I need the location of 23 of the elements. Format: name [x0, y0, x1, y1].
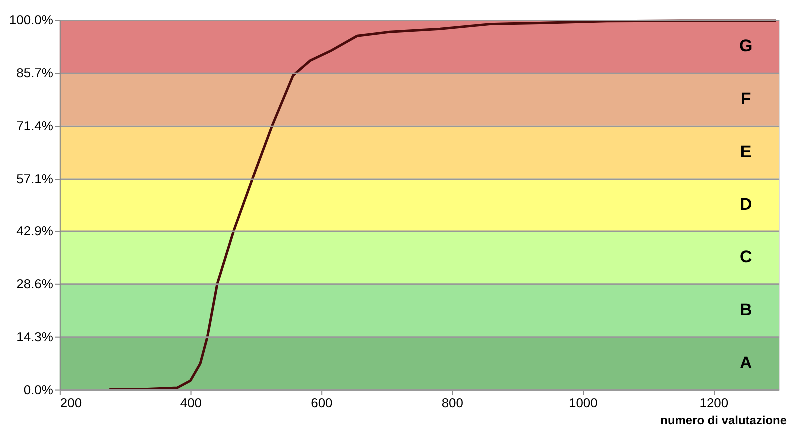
- x-tick-label: 1200: [700, 395, 729, 410]
- y-tick-label: 0.0%: [24, 382, 54, 398]
- y-tick-label: 100.0%: [9, 12, 54, 28]
- x-tick-label: 800: [442, 395, 464, 410]
- band-label: E: [740, 142, 752, 162]
- x-axis-title: numero di valutazione: [660, 414, 788, 428]
- band-label: A: [740, 353, 752, 372]
- y-tick-label: 71.4%: [16, 118, 54, 134]
- x-tick-label: 1000: [568, 395, 598, 410]
- band-label: D: [740, 195, 752, 214]
- band-label: C: [740, 248, 752, 267]
- x-tick-label: 400: [180, 395, 202, 410]
- x-tick-label: 600: [311, 395, 333, 410]
- y-tick-label: 28.6%: [16, 276, 54, 292]
- line-series: [108, 20, 778, 392]
- x-tick-label: 200: [60, 395, 82, 410]
- y-tick-label: 42.9%: [16, 224, 54, 239]
- band-label: G: [739, 36, 753, 56]
- band-label: F: [740, 90, 752, 109]
- y-tick-label: 85.7%: [16, 66, 54, 81]
- y-tick-label: 57.1%: [16, 171, 54, 186]
- y-tick-label: 14.3%: [16, 329, 54, 344]
- band-label: B: [740, 300, 752, 320]
